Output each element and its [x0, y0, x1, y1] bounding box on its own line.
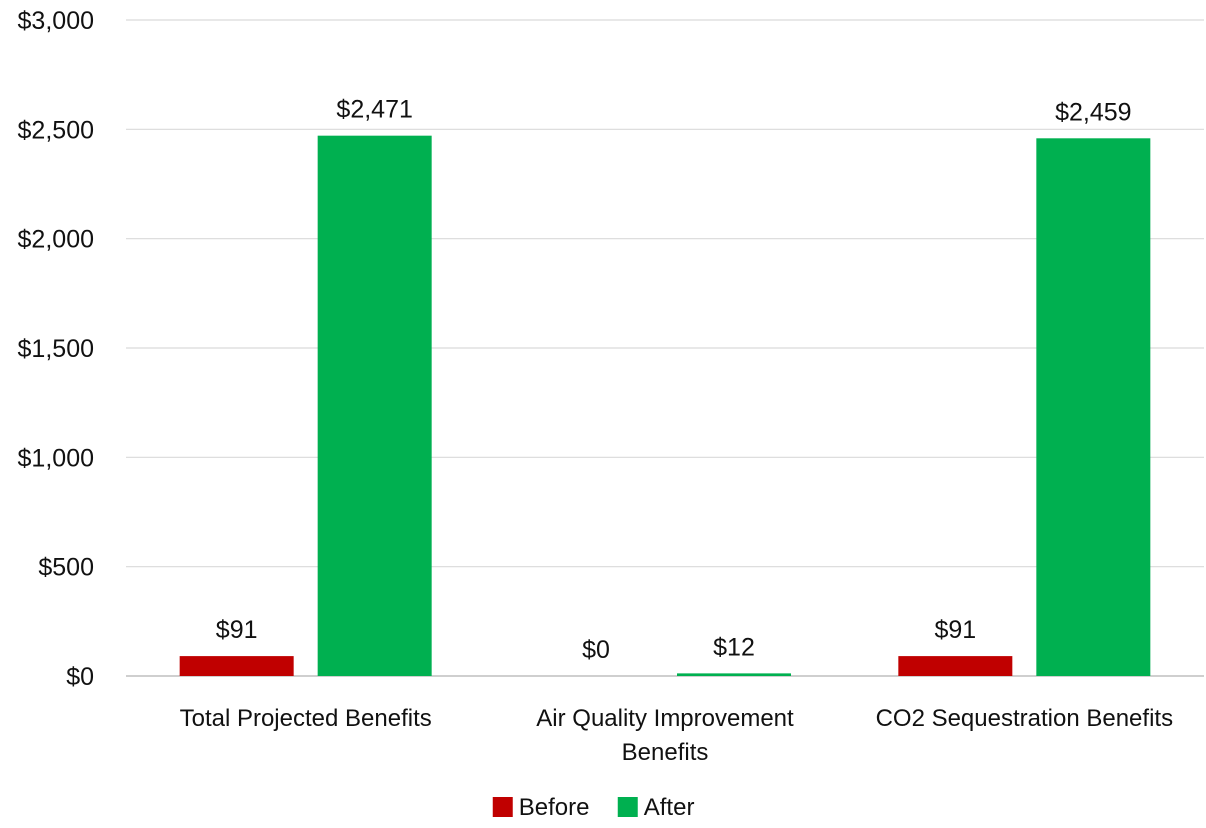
- data-labels: $91 $2,471 $0 $12 $91 $2,459: [216, 96, 1132, 664]
- category-label-1: Air Quality Improvement Benefits: [536, 705, 794, 766]
- y-tick-label: $2,500: [18, 116, 94, 144]
- bar-before-0: [179, 656, 294, 676]
- legend-label-before: Before: [519, 794, 590, 821]
- category-label-0: Total Projected Benefits: [180, 705, 432, 732]
- y-tick-label: $2,000: [18, 226, 94, 254]
- legend-swatch-before: [492, 797, 513, 817]
- category-label-line: CO2 Sequestration Benefits: [876, 705, 1174, 732]
- y-tick-label: $1,000: [18, 444, 94, 472]
- y-tick-label: $500: [38, 554, 94, 582]
- y-tick-label: $1,500: [18, 335, 94, 363]
- bar-after-0: [317, 135, 432, 676]
- legend: Before After: [492, 794, 695, 821]
- data-label-before-2: $91: [934, 616, 976, 644]
- data-label-before-1: $0: [582, 636, 610, 664]
- category-label-line: Air Quality Improvement: [536, 705, 794, 732]
- category-label-2: CO2 Sequestration Benefits: [876, 705, 1174, 732]
- x-axis-category-labels: Total Projected Benefits Air Quality Impr…: [180, 705, 1173, 766]
- data-label-after-1: $12: [713, 633, 755, 661]
- y-axis-tick-labels: $0 $500 $1,000 $1,500 $2,000 $2,500 $3,000: [18, 7, 94, 691]
- legend-label-after: After: [644, 794, 695, 821]
- bar-after-1: [677, 673, 791, 676]
- category-label-line: Total Projected Benefits: [180, 705, 432, 732]
- data-label-before-0: $91: [216, 616, 258, 644]
- legend-swatch-after: [617, 797, 638, 817]
- y-tick-label: $0: [66, 663, 94, 691]
- bar-before-2: [898, 656, 1013, 676]
- category-label-line: Benefits: [622, 739, 709, 766]
- bar-after-2: [1036, 138, 1151, 677]
- data-label-after-2: $2,459: [1055, 98, 1131, 126]
- data-label-after-0: $2,471: [336, 96, 412, 124]
- gridlines: [126, 19, 1204, 677]
- y-tick-label: $3,000: [18, 7, 94, 35]
- bars: [179, 135, 1151, 677]
